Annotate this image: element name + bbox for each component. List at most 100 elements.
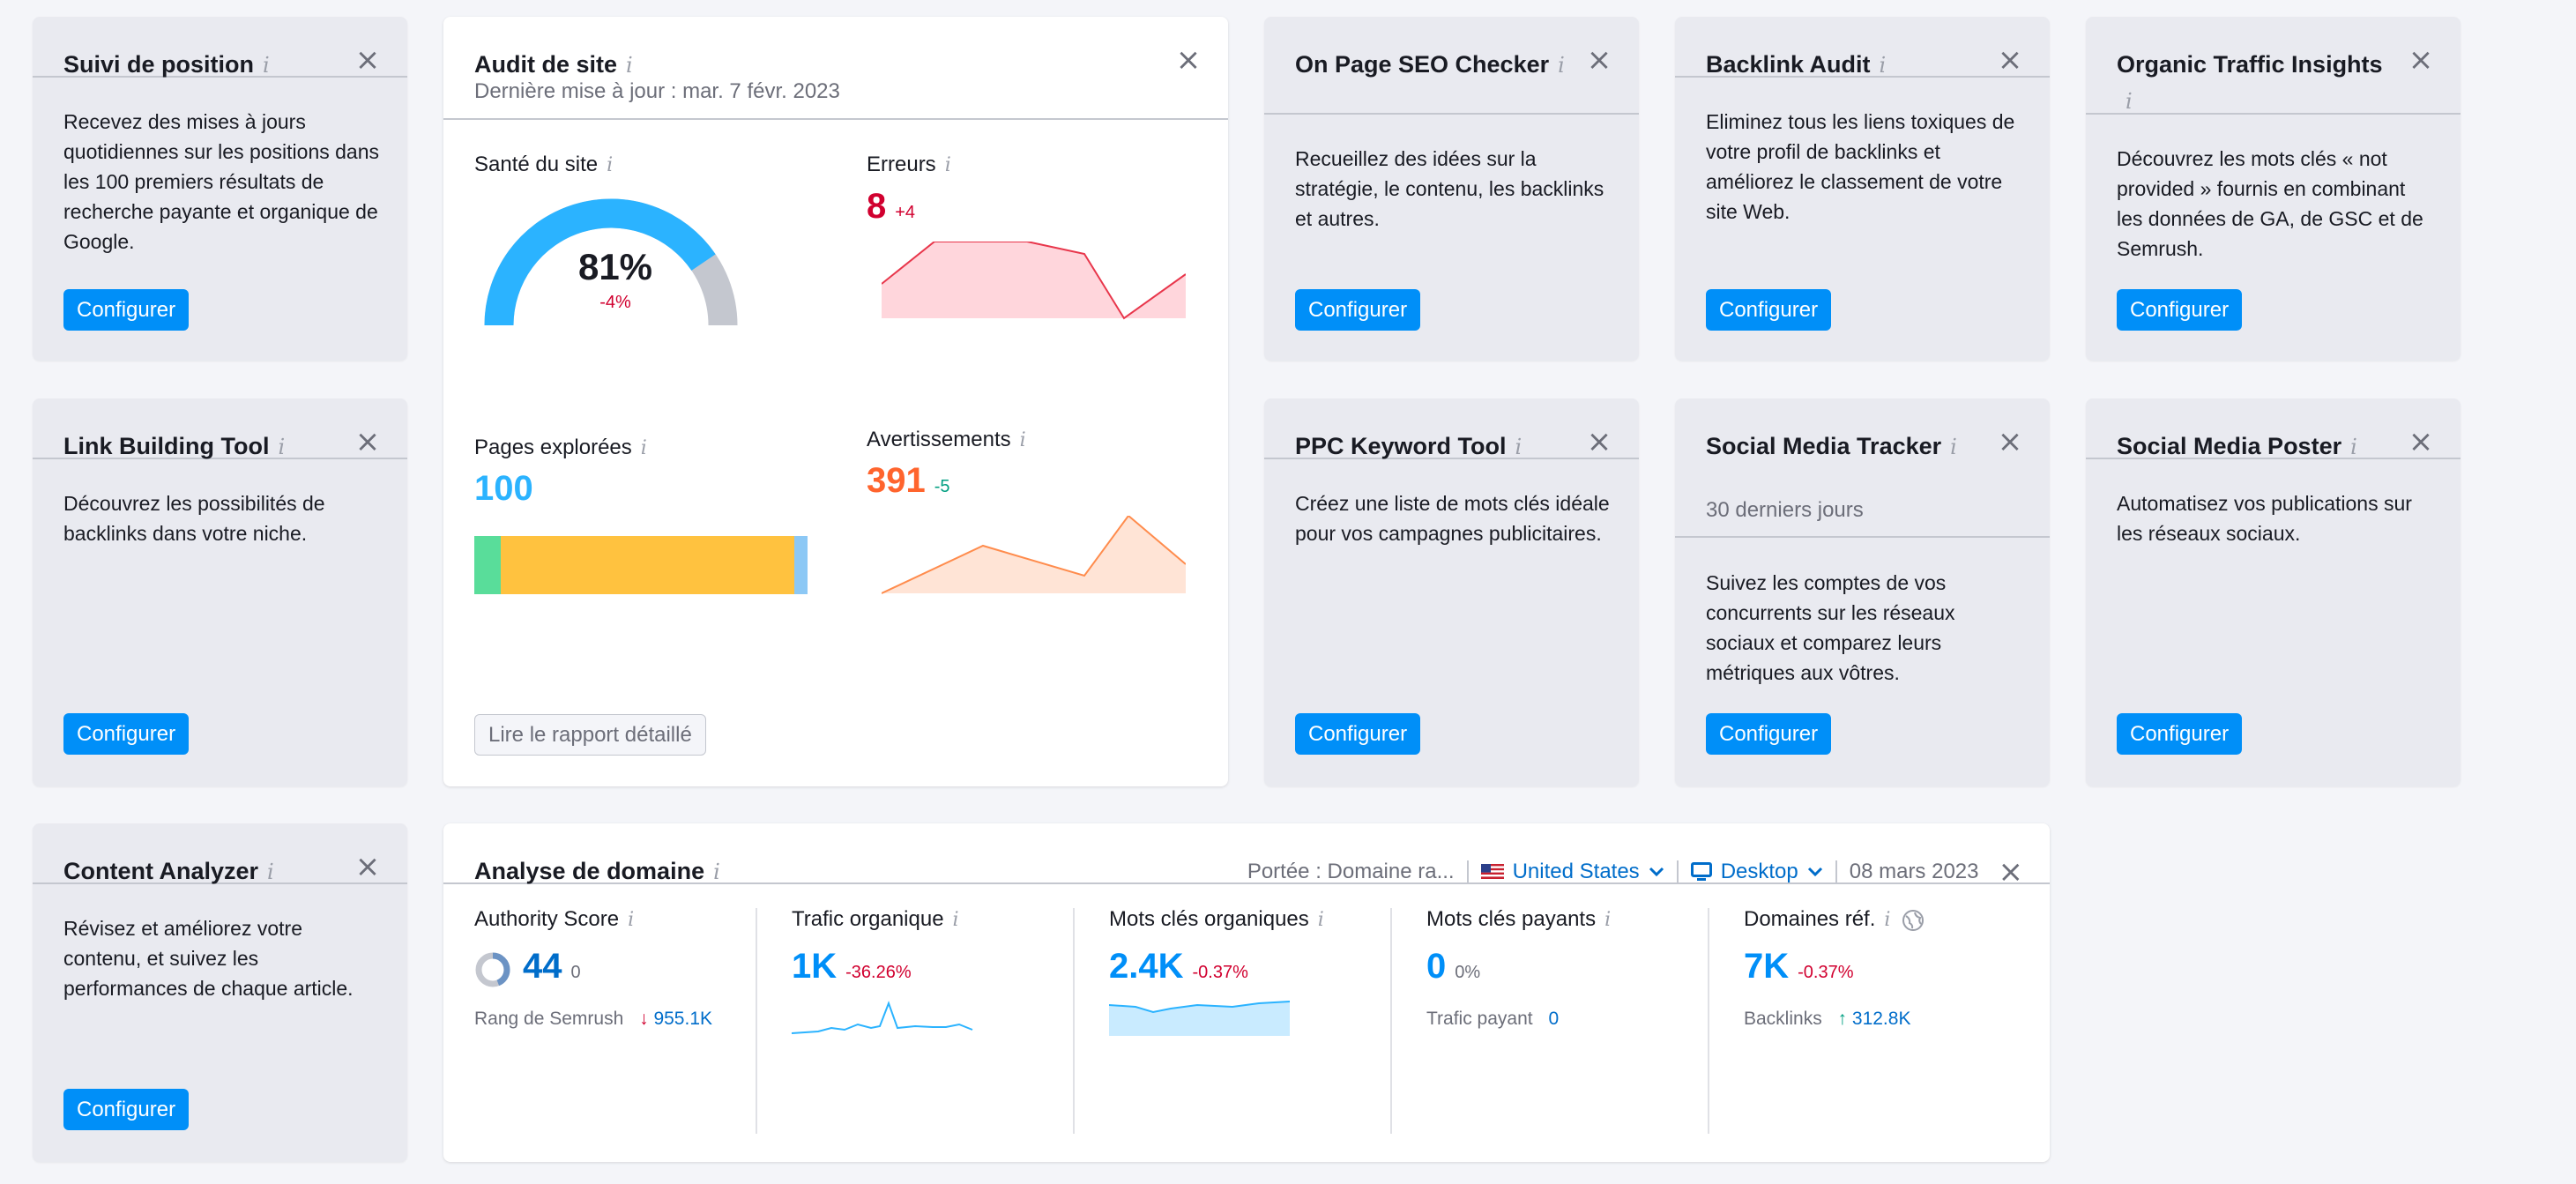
configure-button[interactable]: Configurer <box>63 713 190 755</box>
info-icon[interactable]: i <box>263 53 270 78</box>
paid-keywords-label-text: Mots clés payants <box>1426 907 1597 931</box>
errors-sparkline <box>882 242 1186 320</box>
date-label: 08 mars 2023 <box>1849 859 1979 883</box>
organic-traffic-label-text: Trafic organique <box>792 907 944 931</box>
info-icon[interactable]: i <box>713 860 720 884</box>
configure-button[interactable]: Configurer <box>1706 713 1832 755</box>
authority-score-value[interactable]: 44 0 <box>523 947 581 987</box>
info-icon[interactable]: i <box>944 154 951 176</box>
close-icon[interactable]: × <box>2408 424 2434 459</box>
scope-selector[interactable]: Portée : Domaine ra... <box>1247 859 1455 883</box>
device-selector[interactable]: Desktop <box>1690 859 1823 884</box>
card-domain-overview: Analyse de domaine i Portée : Domaine ra.… <box>443 823 2050 1162</box>
semrush-rank-label: Rang de Semrush <box>474 1009 624 1029</box>
backlinks-value[interactable]: 312.8K <box>1851 1009 1911 1029</box>
card-backlink-audit: Backlink Audit i × Eliminez tous les lien… <box>1675 17 2050 361</box>
semrush-rank-value[interactable]: 955.1K <box>653 1009 713 1029</box>
close-icon[interactable]: × <box>1175 42 1202 78</box>
errors-value[interactable]: 8 +4 <box>867 187 915 227</box>
info-icon[interactable]: i <box>1950 435 1957 459</box>
card-description: Découvrez les possibilités de backlinks … <box>63 492 325 545</box>
close-icon[interactable]: × <box>354 849 381 884</box>
column-divider <box>1073 908 1075 1134</box>
info-icon[interactable]: i <box>628 909 635 931</box>
paid-keywords-value-text: 0 <box>1426 947 1447 986</box>
pages-crawled-value[interactable]: 100 <box>474 469 533 508</box>
card-title: Suivi de position i <box>63 47 337 84</box>
configure-button[interactable]: Configurer <box>1295 713 1421 755</box>
backlinks: Backlinks ↑ 312.8K <box>1744 1009 1910 1030</box>
configure-button[interactable]: Configurer <box>1706 289 1832 331</box>
info-icon[interactable]: i <box>1515 435 1523 459</box>
configure-button[interactable]: Configurer <box>63 289 190 331</box>
close-icon[interactable]: × <box>1997 424 2023 459</box>
info-icon[interactable]: i <box>1879 53 1887 78</box>
info-icon[interactable]: i <box>640 437 647 459</box>
configure-button[interactable]: Configurer <box>2117 713 2243 755</box>
organic-traffic-value[interactable]: 1K -36.26% <box>792 947 912 987</box>
organic-traffic-value-text: 1K <box>792 947 838 986</box>
card-title-text: Audit de site <box>474 51 618 78</box>
close-icon[interactable]: × <box>1586 424 1612 459</box>
organic-keywords-sparkline <box>1109 1001 1291 1036</box>
configure-button[interactable]: Configurer <box>2117 289 2243 331</box>
domain-controls: Portée : Domaine ra... United States Des… <box>1247 853 2023 890</box>
configure-button[interactable]: Configurer <box>1295 289 1421 331</box>
globe-icon[interactable] <box>1902 909 1925 932</box>
errors-value-text: 8 <box>867 187 887 226</box>
paid-keywords-value[interactable]: 0 0% <box>1426 947 1480 987</box>
pages-crawled-bar <box>474 536 808 594</box>
card-title: Link Building Tool i <box>63 428 337 465</box>
organic-keywords-value-text: 2.4K <box>1109 947 1184 986</box>
site-health-label-text: Santé du site <box>474 153 599 176</box>
close-icon[interactable]: × <box>1997 42 2023 78</box>
authority-score-value-text: 44 <box>523 947 562 986</box>
device-label: Desktop <box>1720 859 1798 883</box>
configure-button[interactable]: Configurer <box>63 1089 190 1130</box>
site-health-delta: -4% <box>599 293 631 312</box>
desktop-icon <box>1690 861 1712 881</box>
card-title: Social Media Tracker i <box>1706 428 1979 465</box>
card-site-audit: Audit de site i × Dernière mise à jour : … <box>443 17 1228 786</box>
info-icon[interactable]: i <box>267 860 274 884</box>
card-title: Organic Traffic Insights i <box>2117 47 2390 120</box>
paid-traffic-value[interactable]: 0 <box>1548 1009 1560 1029</box>
close-icon[interactable]: × <box>354 42 381 78</box>
close-icon[interactable]: × <box>2408 42 2434 78</box>
info-icon[interactable]: i <box>607 154 614 176</box>
referring-domains-value[interactable]: 7K -0.37% <box>1744 947 1854 987</box>
warnings-sparkline <box>882 516 1186 594</box>
info-icon[interactable]: i <box>1604 909 1612 931</box>
info-icon[interactable]: i <box>626 53 633 78</box>
paid-traffic: Trafic payant 0 <box>1426 1009 1559 1030</box>
info-icon[interactable]: i <box>1317 909 1324 931</box>
card-title-text: Organic Traffic Insights <box>2117 51 2383 78</box>
warnings-value-text: 391 <box>867 461 926 500</box>
card-description: Suivez les comptes de vos concurrents su… <box>1706 571 1955 684</box>
warnings-value[interactable]: 391 -5 <box>867 461 950 501</box>
close-icon[interactable]: × <box>1586 42 1612 78</box>
organic-traffic-delta: -36.26% <box>845 963 912 982</box>
card-title-text: PPC Keyword Tool <box>1295 433 1507 459</box>
info-icon[interactable]: i <box>1019 429 1026 451</box>
country-selector[interactable]: United States <box>1480 860 1664 884</box>
read-report-button[interactable]: Lire le rapport détaillé <box>474 714 706 756</box>
close-icon[interactable]: × <box>1998 853 2024 890</box>
card-organic-traffic-insights: Organic Traffic Insights i × Découvrez le… <box>2086 17 2461 361</box>
divider <box>1835 860 1837 883</box>
organic-keywords-value[interactable]: 2.4K -0.37% <box>1109 947 1248 987</box>
card-ppc-keyword-tool: PPC Keyword Tool i × Créez une liste de m… <box>1264 398 1639 786</box>
close-icon[interactable]: × <box>354 424 381 459</box>
info-icon[interactable]: i <box>1884 909 1891 931</box>
info-icon[interactable]: i <box>1558 53 1565 78</box>
paid-keywords-label: Mots clés payants i <box>1426 907 1611 932</box>
card-title-text: Social Media Tracker <box>1706 433 1942 459</box>
organic-traffic-sparkline <box>792 1001 973 1034</box>
info-icon[interactable]: i <box>2126 89 2133 114</box>
info-icon[interactable]: i <box>278 435 286 459</box>
card-header <box>1675 17 2050 78</box>
info-icon[interactable]: i <box>2350 435 2357 459</box>
paid-keywords-delta: 0% <box>1455 963 1481 982</box>
card-header <box>1675 398 2050 538</box>
info-icon[interactable]: i <box>952 909 959 931</box>
